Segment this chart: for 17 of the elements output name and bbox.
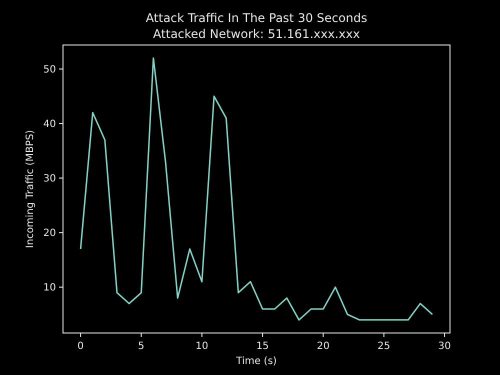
y-tick-label: 30 bbox=[43, 174, 56, 185]
y-tick-label: 50 bbox=[43, 64, 56, 76]
x-axis-title: Time (s) bbox=[235, 356, 277, 367]
x-tick-label: 20 bbox=[316, 341, 330, 352]
line-series bbox=[80, 57, 434, 321]
y-tick-label: 10 bbox=[43, 282, 56, 294]
x-tick-label: 5 bbox=[138, 341, 144, 352]
y-tick-label: 20 bbox=[43, 228, 56, 240]
y-tick-label: 40 bbox=[43, 119, 56, 130]
chart-title: Attack Traffic In The Past 30 Seconds bbox=[146, 11, 368, 25]
x-tick-label: 30 bbox=[438, 341, 451, 352]
chart-subtitle: Attacked Network: 51.161.xxx.xxx bbox=[153, 27, 360, 41]
x-tick-label: 10 bbox=[196, 341, 208, 352]
x-tick-label: 0 bbox=[77, 341, 84, 352]
y-axis-title: Incoming Traffic (MBPS) bbox=[25, 130, 36, 248]
x-tick-label: 15 bbox=[256, 341, 269, 352]
x-tick-label: 25 bbox=[378, 341, 390, 352]
